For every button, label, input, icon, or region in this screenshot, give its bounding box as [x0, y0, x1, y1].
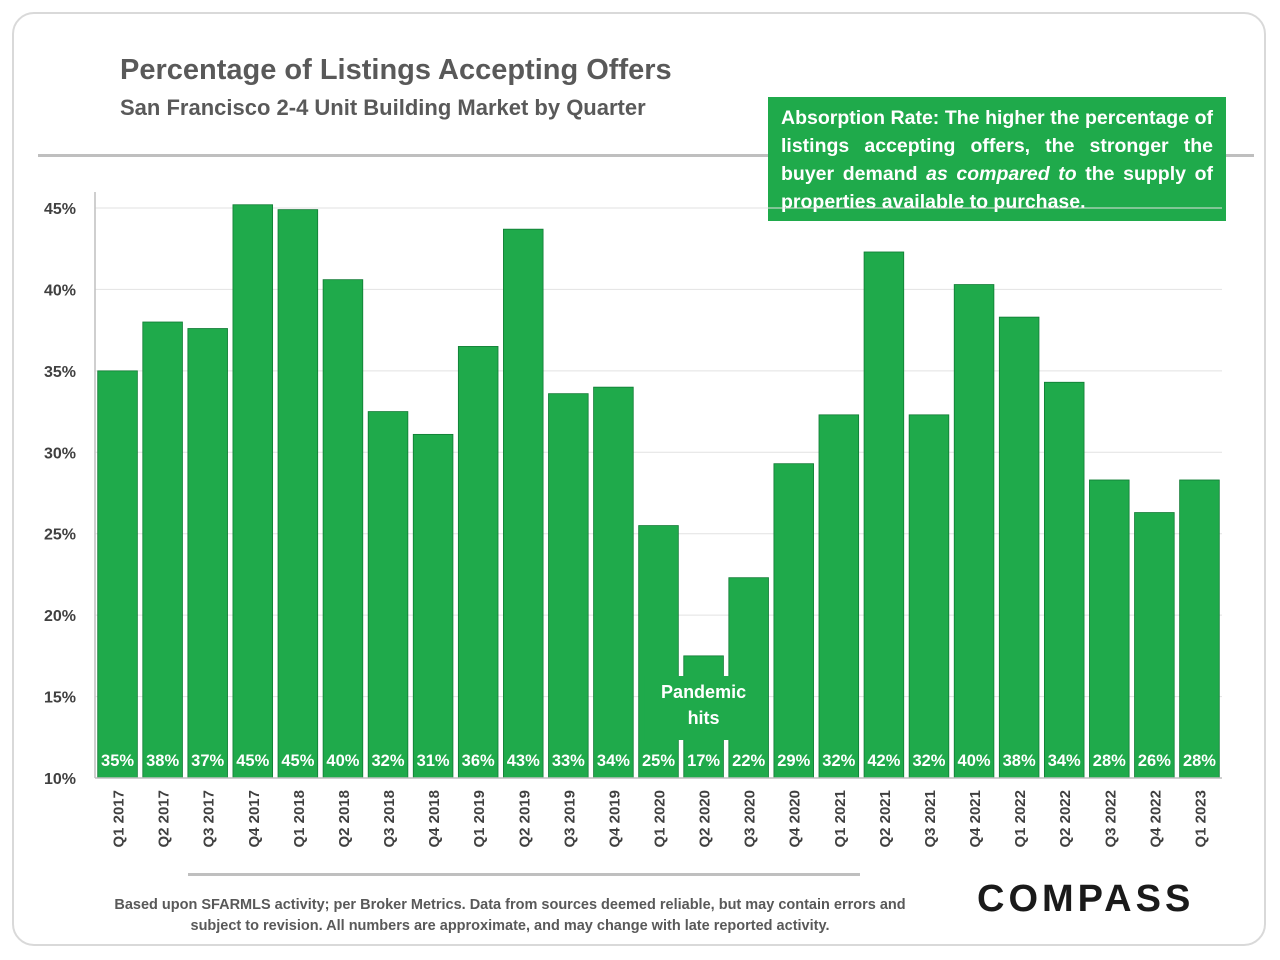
bar	[187, 328, 228, 779]
bar	[1134, 512, 1175, 779]
y-tick-label: 35%	[44, 364, 76, 381]
x-tick-label: Q1 2019	[471, 790, 488, 848]
x-tick-label: Q4 2019	[606, 790, 623, 848]
data-label: 45%	[236, 752, 269, 770]
chart-subtitle: San Francisco 2-4 Unit Building Market b…	[120, 95, 646, 120]
data-label: 34%	[597, 752, 630, 770]
x-tick-label: Q2 2019	[516, 790, 533, 848]
data-label: 29%	[777, 752, 810, 770]
x-tick-label: Q3 2020	[742, 790, 759, 848]
x-tick-label: Q2 2020	[697, 790, 714, 848]
data-label: 32%	[912, 752, 945, 770]
title-divider	[38, 154, 1254, 157]
data-label: 33%	[552, 752, 585, 770]
chart-title: Percentage of Listings Accepting Offers	[120, 54, 672, 86]
data-label: 25%	[642, 752, 675, 770]
data-label: 37%	[191, 752, 224, 770]
bar	[953, 284, 995, 779]
y-tick-label: 25%	[44, 527, 76, 544]
x-tick-label: Q2 2022	[1057, 790, 1074, 848]
data-label: 42%	[867, 752, 900, 770]
bar	[503, 228, 544, 779]
y-tick-label: 20%	[44, 608, 76, 625]
bar	[232, 204, 274, 779]
bar	[998, 316, 1040, 779]
bar	[322, 279, 364, 779]
data-label: 38%	[146, 752, 179, 770]
data-label: 35%	[101, 752, 134, 770]
bar	[908, 414, 950, 779]
footnote-divider	[188, 873, 860, 876]
bar	[142, 321, 183, 779]
x-tick-label: Q3 2021	[922, 790, 939, 848]
x-tick-label: Q4 2020	[787, 790, 804, 848]
x-tick-label: Q4 2017	[246, 790, 263, 848]
x-tick-label: Q1 2018	[291, 790, 308, 848]
data-label: 32%	[822, 752, 855, 770]
bar	[412, 433, 454, 779]
x-tick-label: Q3 2019	[561, 790, 578, 848]
bar	[457, 346, 499, 779]
x-tick-label: Q2 2017	[156, 790, 173, 848]
y-tick-label: 10%	[44, 771, 76, 788]
callout-text-before: Absorption Rate: The higher the percenta…	[781, 107, 1213, 185]
bar	[97, 370, 138, 779]
y-tick-label: 40%	[44, 282, 76, 299]
y-tick-label: 30%	[44, 445, 76, 462]
data-label: 43%	[507, 752, 540, 770]
x-tick-label: Q2 2018	[336, 790, 353, 848]
x-tick-label: Q3 2017	[201, 790, 218, 848]
absorption-rate-callout: Absorption Rate: The higher the percenta…	[768, 97, 1226, 221]
x-tick-label: Q4 2022	[1147, 790, 1164, 848]
data-label: 22%	[732, 752, 765, 770]
y-tick-label: 15%	[44, 690, 76, 707]
x-tick-label: Q4 2018	[426, 790, 443, 848]
data-label: 38%	[1003, 752, 1036, 770]
x-tick-label: Q2 2021	[877, 790, 894, 848]
bar	[818, 414, 860, 779]
bar	[593, 386, 634, 779]
data-label: 40%	[326, 752, 359, 770]
bar	[367, 411, 409, 779]
pandemic-annotation-text: Pandemic	[661, 682, 746, 702]
x-tick-label: Q3 2022	[1102, 790, 1119, 848]
bar	[548, 393, 589, 779]
x-tick-label: Q3 2018	[381, 790, 398, 848]
x-tick-label: Q1 2022	[1012, 790, 1029, 848]
bar	[863, 251, 905, 779]
data-label: 45%	[281, 752, 314, 770]
data-label: 36%	[462, 752, 495, 770]
data-label: 32%	[372, 752, 405, 770]
x-tick-label: Q1 2023	[1192, 790, 1209, 848]
data-label: 40%	[958, 752, 991, 770]
bar	[773, 463, 814, 779]
pandemic-annotation-box	[644, 676, 763, 740]
footnote: Based upon SFARMLS activity; per Broker …	[114, 897, 906, 934]
data-label: 17%	[687, 752, 720, 770]
bar	[1179, 479, 1220, 779]
x-tick-label: Q4 2021	[967, 790, 984, 848]
compass-logo: COMPASS	[977, 878, 1195, 920]
data-label: 26%	[1138, 752, 1171, 770]
bar	[1089, 479, 1130, 779]
y-tick-label: 45%	[44, 201, 76, 218]
x-tick-label: Q1 2017	[111, 790, 128, 848]
bar	[638, 525, 679, 779]
callout-text-emphasis: as compared to	[926, 163, 1077, 185]
x-tick-label: Q1 2020	[652, 790, 669, 848]
bar	[277, 209, 319, 779]
x-tick-label: Q1 2021	[832, 790, 849, 848]
data-label: 28%	[1183, 752, 1216, 770]
data-label: 31%	[417, 752, 450, 770]
data-label: 34%	[1048, 752, 1081, 770]
pandemic-annotation-text: hits	[688, 708, 720, 728]
data-label: 28%	[1093, 752, 1126, 770]
bar	[1043, 381, 1085, 779]
